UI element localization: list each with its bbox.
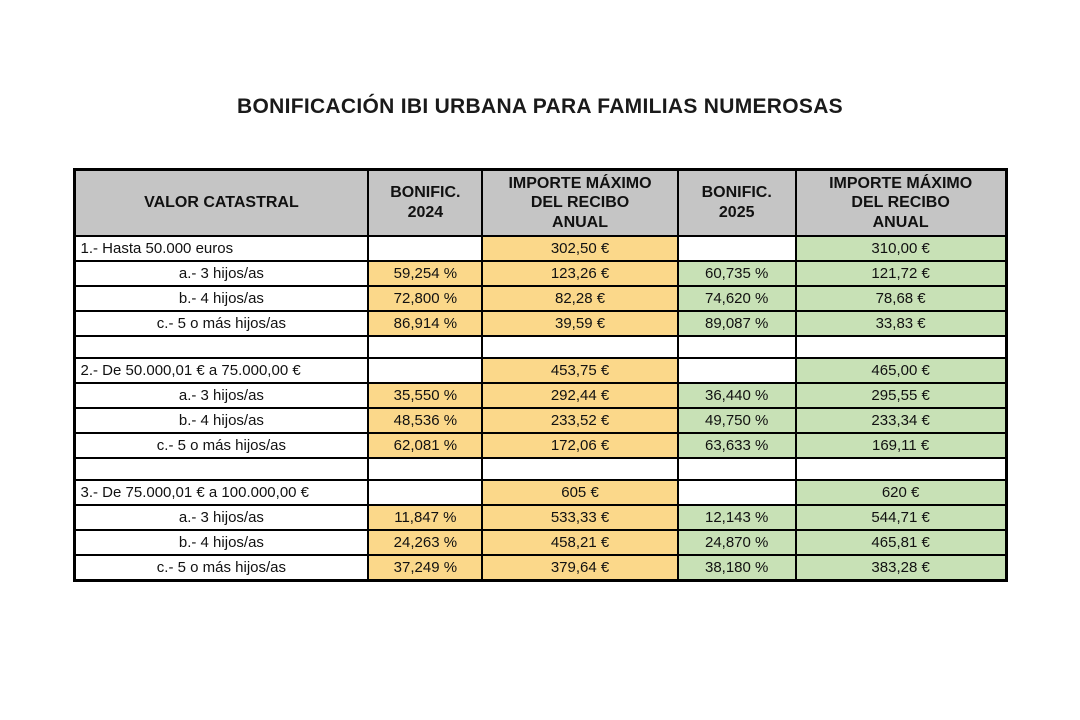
- table-cell: 2.- De 50.000,01 € a 75.000,00 €: [72, 357, 370, 384]
- table-cell: [367, 357, 484, 384]
- table-row: [72, 457, 1008, 481]
- table-cell: b.- 4 hijos/as: [72, 285, 370, 312]
- table-row: b.- 4 hijos/as 72,800 % 82,28 €74,620 % 78,…: [72, 285, 1008, 312]
- table-cell: 36,440 %: [676, 382, 797, 409]
- table-cell: 383,28 €: [794, 554, 1008, 582]
- table-cell: 233,34 €: [794, 407, 1008, 434]
- table-cell: 465,00 €: [794, 357, 1008, 384]
- table-cell: 620 €: [794, 479, 1008, 506]
- table-row: b.- 4 hijos/as 48,536 % 233,52 €49,750 % 23…: [72, 407, 1008, 434]
- table-cell: c.- 5 o más hijos/as: [72, 310, 370, 337]
- table-cell: 62,081 %: [367, 432, 484, 459]
- table-cell: [676, 457, 797, 481]
- table-cell: 78,68 €: [794, 285, 1008, 312]
- table-cell: 172,06 €: [481, 432, 679, 459]
- table-cell: 72,800 %: [367, 285, 484, 312]
- table-cell: [367, 457, 484, 481]
- table-cell: a.- 3 hijos/as: [72, 382, 370, 409]
- table-cell: [72, 457, 370, 481]
- header-cell-0: VALOR CATASTRAL: [72, 168, 370, 237]
- header-cell-1: BONIFIC. 2024: [367, 168, 484, 237]
- table-cell: 24,870 %: [676, 529, 797, 556]
- document-title: BONIFICACIÓN IBI URBANA PARA FAMILIAS NU…: [237, 95, 843, 118]
- table-row: a.- 3 hijos/as 35,550 % 292,44 €36,440 % 29…: [72, 382, 1008, 409]
- table-cell: b.- 4 hijos/as: [72, 529, 370, 556]
- table-cell: 169,11 €: [794, 432, 1008, 459]
- table-cell: 302,50 €: [481, 235, 679, 262]
- table-row: a.- 3 hijos/as 11,847 % 533,33 €12,143 % 54…: [72, 504, 1008, 531]
- table-cell: 233,52 €: [481, 407, 679, 434]
- header-cell-2: IMPORTE MÁXIMO DEL RECIBO ANUAL: [481, 168, 679, 237]
- table-cell: 39,59 €: [481, 310, 679, 337]
- table-row: c.- 5 o más hijos/as 86,914 % 39,59 €89,08…: [72, 310, 1008, 337]
- table-cell: 458,21 €: [481, 529, 679, 556]
- table-cell: [676, 235, 797, 262]
- table-row: c.- 5 o más hijos/as 37,249 % 379,64 €38,1…: [72, 554, 1008, 582]
- table-cell: c.- 5 o más hijos/as: [72, 554, 370, 582]
- table-row: 2.- De 50.000,01 € a 75.000,00 € 453,75 €…: [72, 357, 1008, 384]
- table-cell: 605 €: [481, 479, 679, 506]
- table-cell: [72, 335, 370, 359]
- table-cell: a.- 3 hijos/as: [72, 260, 370, 287]
- table-cell: [794, 335, 1008, 359]
- table-row: c.- 5 o más hijos/as 62,081 % 172,06 €63,6…: [72, 432, 1008, 459]
- table-cell: 38,180 %: [676, 554, 797, 582]
- table-cell: [481, 335, 679, 359]
- header-cell-4: IMPORTE MÁXIMO DEL RECIBO ANUAL: [794, 168, 1008, 237]
- table-body: 1.- Hasta 50.000 euros 302,50 €310,00 € a.…: [72, 235, 1008, 582]
- table-cell: 123,26 €: [481, 260, 679, 287]
- table-cell: 59,254 %: [367, 260, 484, 287]
- table-cell: 82,28 €: [481, 285, 679, 312]
- table-cell: [367, 235, 484, 262]
- table-cell: 544,71 €: [794, 504, 1008, 531]
- table-cell: [676, 357, 797, 384]
- table-cell: c.- 5 o más hijos/as: [72, 432, 370, 459]
- table-cell: 379,64 €: [481, 554, 679, 582]
- table-header: VALOR CATASTRAL BONIFIC. 2024 IMPORTE MÁXI…: [72, 168, 1008, 237]
- table-cell: [481, 457, 679, 481]
- table-cell: 35,550 %: [367, 382, 484, 409]
- table-cell: 60,735 %: [676, 260, 797, 287]
- table-cell: [676, 335, 797, 359]
- table-cell: 89,087 %: [676, 310, 797, 337]
- table-row: 3.- De 75.000,01 € a 100.000,00 € 605 € 62…: [72, 479, 1008, 506]
- table-cell: 533,33 €: [481, 504, 679, 531]
- table-row: a.- 3 hijos/as 59,254 % 123,26 €60,735 % 12…: [72, 260, 1008, 287]
- table-cell: 11,847 %: [367, 504, 484, 531]
- table-cell: [367, 335, 484, 359]
- table-cell: 24,263 %: [367, 529, 484, 556]
- table-row: b.- 4 hijos/as 24,263 % 458,21 €24,870 % 46…: [72, 529, 1008, 556]
- table-cell: 310,00 €: [794, 235, 1008, 262]
- table-cell: 121,72 €: [794, 260, 1008, 287]
- table-cell: 1.- Hasta 50.000 euros: [72, 235, 370, 262]
- header-cell-3: BONIFIC. 2025: [676, 168, 797, 237]
- table-cell: 33,83 €: [794, 310, 1008, 337]
- table-cell: 37,249 %: [367, 554, 484, 582]
- table-cell: 48,536 %: [367, 407, 484, 434]
- table-row: [72, 335, 1008, 359]
- table-cell: 295,55 €: [794, 382, 1008, 409]
- table-cell: 86,914 %: [367, 310, 484, 337]
- table-cell: [794, 457, 1008, 481]
- table-cell: 465,81 €: [794, 529, 1008, 556]
- table-cell: 49,750 %: [676, 407, 797, 434]
- table-cell: 453,75 €: [481, 357, 679, 384]
- table-cell: b.- 4 hijos/as: [72, 407, 370, 434]
- table-cell: 12,143 %: [676, 504, 797, 531]
- table-cell: 292,44 €: [481, 382, 679, 409]
- table-row: 1.- Hasta 50.000 euros 302,50 € 310,00 €: [72, 235, 1008, 262]
- table-cell: a.- 3 hijos/as: [72, 504, 370, 531]
- table-cell: [367, 479, 484, 506]
- table-cell: 63,633 %: [676, 432, 797, 459]
- ibi-bonus-table: VALOR CATASTRAL BONIFIC. 2024 IMPORTE MÁXI…: [72, 168, 1008, 582]
- table-cell: [676, 479, 797, 506]
- table-cell: 3.- De 75.000,01 € a 100.000,00 €: [72, 479, 370, 506]
- header-row: VALOR CATASTRAL BONIFIC. 2024 IMPORTE MÁXI…: [72, 168, 1008, 237]
- table-cell: 74,620 %: [676, 285, 797, 312]
